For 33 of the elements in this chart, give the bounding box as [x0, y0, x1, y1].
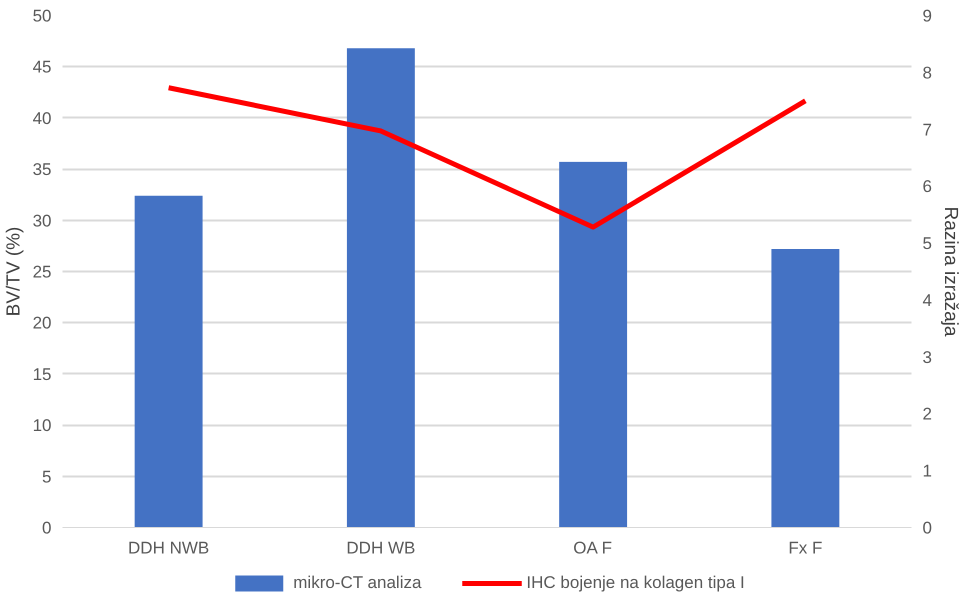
x-tick-label: OA F: [573, 538, 612, 558]
x-tick-label: Fx F: [788, 538, 822, 558]
y2-axis-title: Razina izražaja: [940, 206, 961, 337]
y-tick-label: 20: [32, 314, 52, 333]
y2-tick-label: 0: [922, 518, 932, 538]
y-tick-label: 30: [32, 211, 52, 230]
y2-tick-label: 2: [922, 404, 932, 424]
y-tick-label: 40: [32, 108, 52, 128]
y-tick-label: 10: [32, 416, 52, 436]
bar: [346, 48, 415, 528]
y2-tick-label: 4: [922, 290, 932, 310]
y2-tick-label: 1: [922, 462, 932, 481]
y-tick-label: 25: [32, 262, 52, 282]
legend-label: mikro-CT analiza: [293, 572, 422, 592]
y2-tick-label: 7: [922, 120, 932, 140]
y-axis-title: BV/TV (%): [4, 226, 25, 316]
x-tick-label: DDH WB: [346, 538, 416, 558]
y2-tick-label: 8: [922, 63, 932, 82]
bar: [559, 162, 628, 528]
y-tick-label: 0: [42, 518, 52, 538]
y2-tick-label: 6: [922, 177, 932, 196]
y2-tick-label: 9: [922, 6, 932, 26]
y-tick-label: 15: [32, 364, 52, 384]
legend-label: IHC bojenje na kolagen tipa I: [526, 572, 745, 592]
x-tick-label: DDH NWB: [128, 538, 210, 558]
y-tick-label: 5: [42, 467, 52, 486]
y-tick-label: 45: [32, 58, 52, 77]
bar: [134, 196, 203, 528]
y2-tick-label: 3: [922, 348, 932, 367]
y-tick-label: 50: [32, 6, 52, 26]
y-tick-label: 35: [32, 160, 52, 180]
bar: [771, 248, 840, 528]
y2-tick-label: 5: [922, 234, 932, 254]
